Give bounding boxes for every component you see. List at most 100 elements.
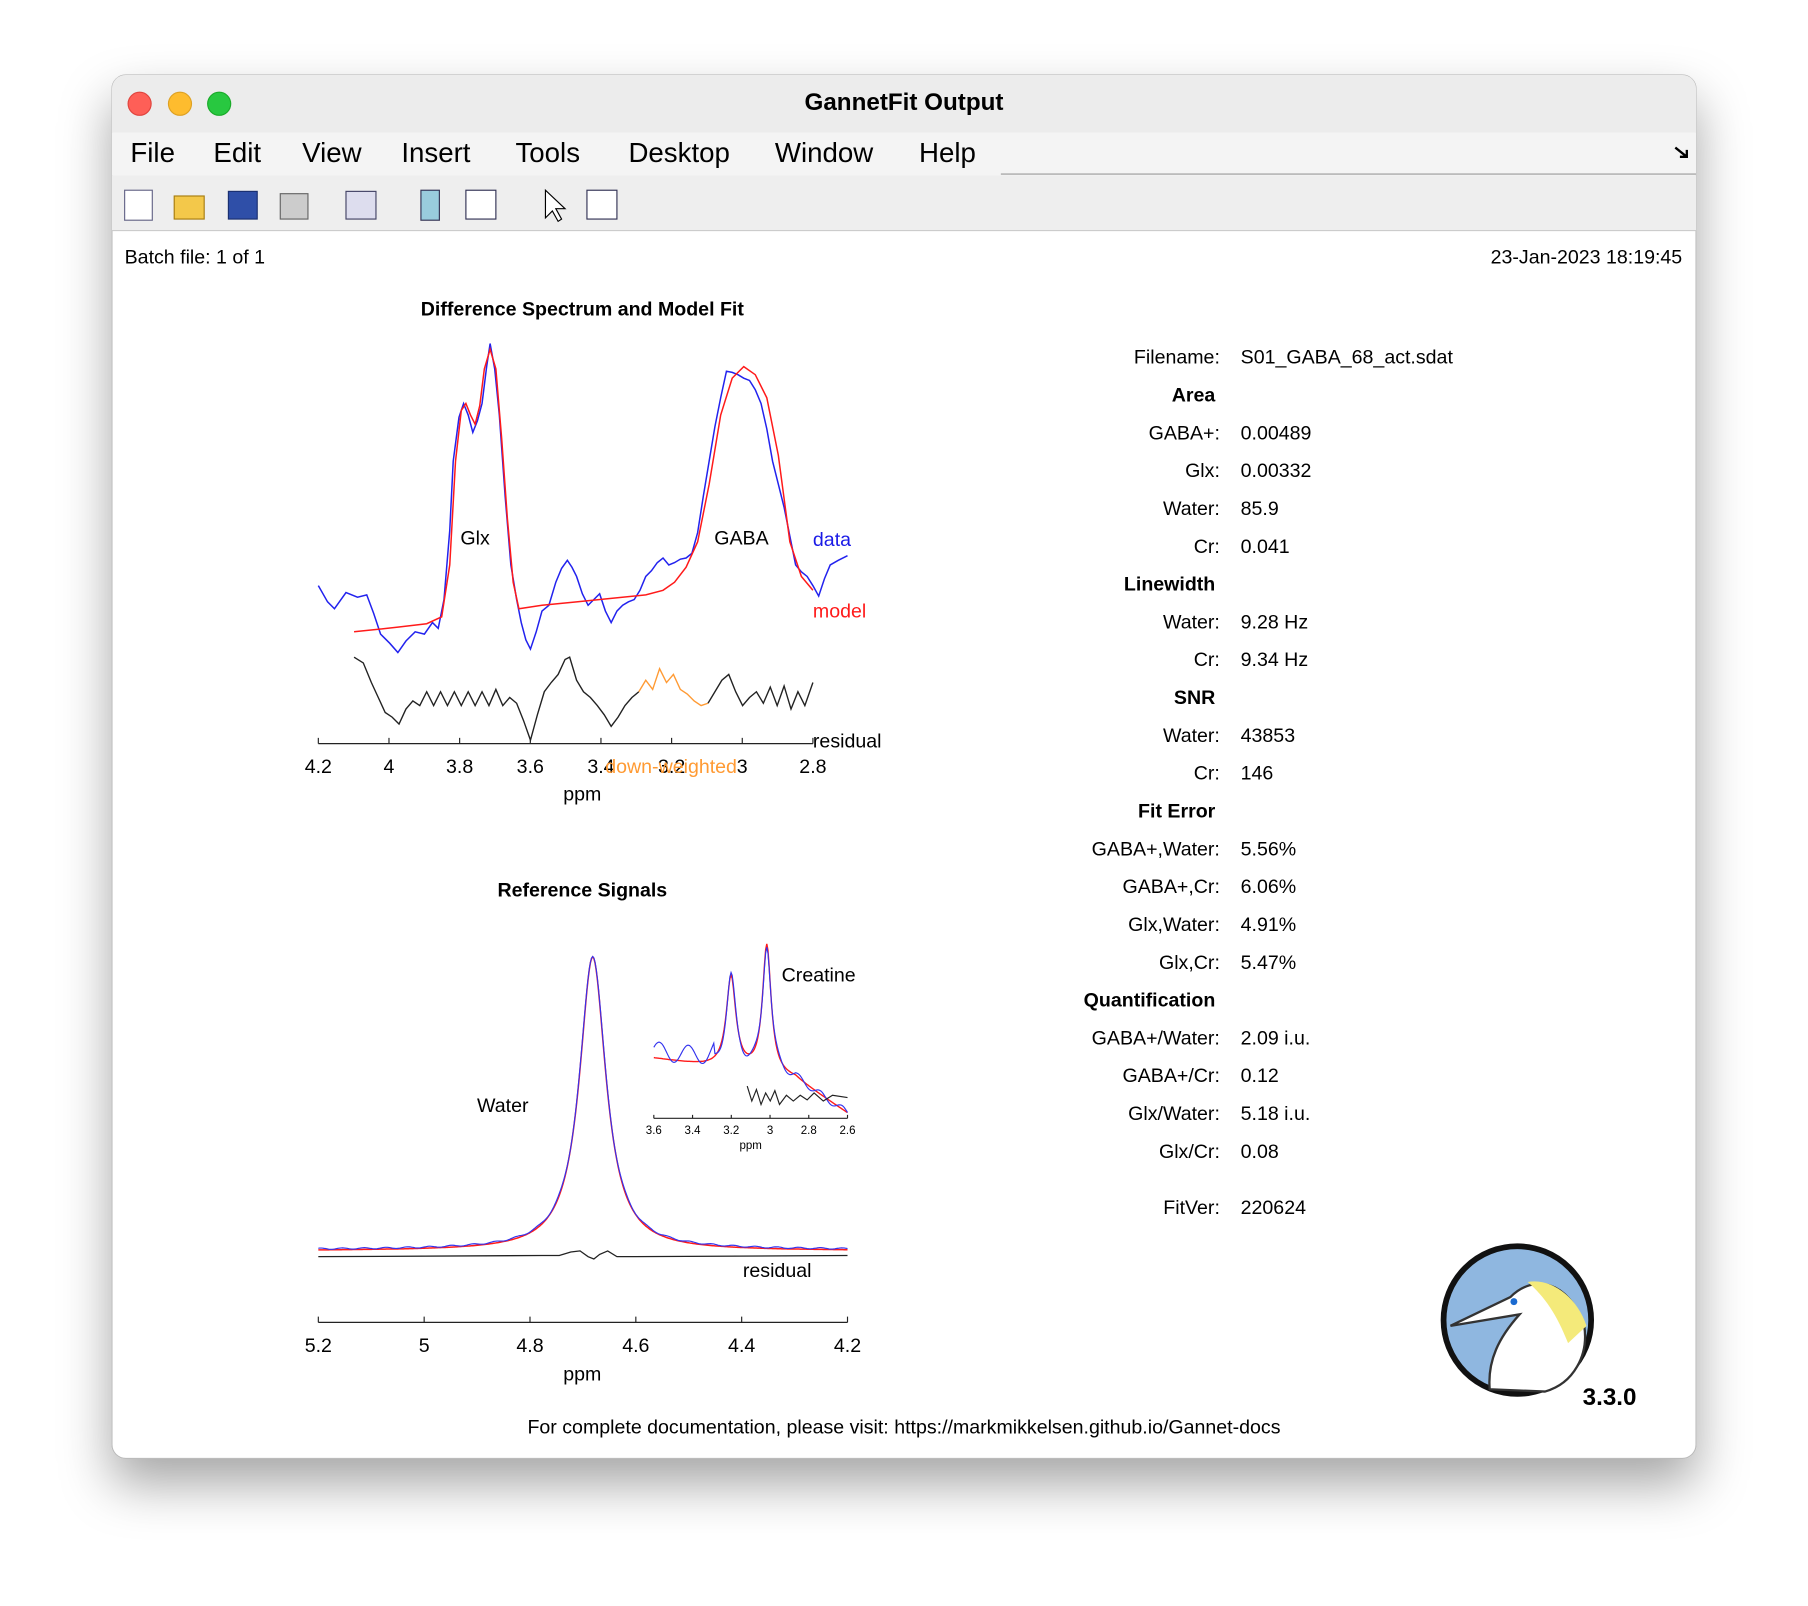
- print-icon[interactable]: [279, 193, 309, 220]
- new-icon[interactable]: [124, 189, 153, 221]
- menu: File Edit View Insert Tools Desktop Window Help: [130, 137, 975, 168]
- plot-title: Difference Spectrum and Model Fit: [421, 298, 745, 320]
- result-label: Water:: [1163, 725, 1220, 747]
- x-tick-label: 3.6: [646, 1125, 662, 1137]
- model-curve: [353, 346, 814, 633]
- menu-item[interactable]: Edit: [213, 137, 261, 168]
- result-value: 0.041: [1241, 536, 1290, 558]
- x-axis-label: ppm: [739, 1140, 761, 1152]
- result-value: 5.56%: [1241, 838, 1297, 860]
- x-tick-label: 3: [767, 1125, 773, 1137]
- result-label: Glx/Cr:: [1159, 1141, 1220, 1163]
- section-heading: Quantification: [1084, 990, 1216, 1012]
- x-tick-label: 4.8: [516, 1335, 543, 1357]
- property-icon[interactable]: [586, 189, 618, 220]
- minimize-button[interactable]: [167, 91, 193, 116]
- creatine-label: Creatine: [782, 965, 856, 987]
- result-value: 2.09 i.u.: [1241, 1027, 1311, 1049]
- x-ticks: 4.2 4 3.8 3.6 3.4 3.2 3 2.8: [305, 737, 827, 778]
- version: 3.3.0: [1583, 1384, 1637, 1411]
- close-button[interactable]: [127, 91, 152, 116]
- peak-label: GABA: [714, 528, 769, 550]
- section-heading: Linewidth: [1124, 574, 1215, 596]
- toolbar-icons: [124, 188, 618, 223]
- legend-down-weighted: down-weighted: [605, 756, 737, 778]
- x-tick-label: 3.2: [723, 1125, 739, 1137]
- residual-label: residual: [743, 1260, 812, 1282]
- x-tick-label: 5.2: [305, 1335, 332, 1357]
- x-tick-label: 2.8: [801, 1125, 817, 1137]
- window: [111, 74, 1697, 1460]
- menu-item[interactable]: Help: [919, 137, 976, 168]
- x-axis-label: ppm: [563, 1364, 601, 1386]
- result-label: Cr:: [1194, 763, 1220, 785]
- x-tick-label: 5: [419, 1335, 430, 1357]
- result-label: GABA+/Water:: [1092, 1027, 1220, 1049]
- result-label: Glx:: [1185, 460, 1220, 482]
- menu-item[interactable]: View: [302, 137, 362, 168]
- section-heading: SNR: [1174, 687, 1215, 709]
- result-label: GABA+,Water:: [1092, 838, 1220, 860]
- result-value: 0.12: [1241, 1065, 1279, 1087]
- menu-item[interactable]: Desktop: [628, 137, 729, 168]
- colorbar-icon[interactable]: [420, 189, 440, 221]
- menu-item[interactable]: Insert: [401, 137, 470, 168]
- x-tick-label: 2.8: [799, 756, 826, 778]
- result-label: GABA+:: [1149, 422, 1220, 444]
- print-preview-icon[interactable]: [345, 190, 377, 220]
- x-tick-label: 4.4: [728, 1335, 755, 1357]
- x-tick-label: 4: [384, 756, 395, 778]
- result-label: Cr:: [1194, 649, 1220, 671]
- title-bar: [111, 74, 1697, 133]
- menu-item[interactable]: Tools: [515, 137, 580, 168]
- x-ticks: 3.6 3.4 3.2 3 2.8 2.6: [646, 1114, 856, 1137]
- result-value: 4.91%: [1241, 914, 1297, 936]
- water-residual-curve: [318, 1250, 848, 1260]
- x-tick-label: 3.2: [658, 756, 685, 778]
- result-value: 9.34 Hz: [1241, 649, 1308, 671]
- pointer-icon[interactable]: [544, 188, 567, 223]
- result-value: 0.00332: [1241, 460, 1312, 482]
- legend-icon[interactable]: [465, 189, 497, 220]
- creatine-residual-curve: [746, 1085, 848, 1107]
- x-tick-label: 3.4: [685, 1125, 702, 1137]
- legend-residual: residual: [813, 731, 882, 753]
- result-label: GABA+,Cr:: [1123, 876, 1220, 898]
- water-label: Water: [477, 1095, 529, 1117]
- result-value: 0.00489: [1241, 422, 1312, 444]
- residual-curve: [353, 656, 640, 743]
- gannet-logo: [1440, 1243, 1595, 1397]
- footer: For complete documentation, please visit…: [527, 1417, 1280, 1439]
- result-value: 146: [1241, 763, 1274, 785]
- date-label: 23-Jan-2023 18:19:45: [1491, 246, 1683, 268]
- result-value: 6.06%: [1241, 876, 1297, 898]
- results-panel: Filename: S01_GABA_68_act.sdat Area GABA+: 0…: [1084, 347, 1454, 1219]
- x-tick-label: 3.6: [517, 756, 544, 778]
- result-value: 5.47%: [1241, 952, 1297, 974]
- peak-label: Glx: [460, 528, 490, 550]
- down-weighted-curve: [638, 666, 709, 707]
- menu-bar: [111, 132, 1697, 176]
- result-label: Glx/Water:: [1128, 1103, 1220, 1125]
- x-tick-label: 4.6: [622, 1335, 649, 1357]
- menu-overflow[interactable]: [1674, 146, 1688, 158]
- open-icon[interactable]: [173, 195, 205, 220]
- residual-curve: [707, 673, 814, 712]
- zoom-button[interactable]: [207, 91, 232, 116]
- result-value: S01_GABA_68_act.sdat: [1241, 347, 1454, 369]
- x-tick-label: 3.8: [446, 756, 473, 778]
- data-curve: [317, 343, 848, 654]
- menu-item[interactable]: Window: [775, 137, 874, 168]
- result-label: Water:: [1163, 498, 1220, 520]
- x-ticks: 5.2 5 4.8 4.6 4.4 4.2: [305, 1316, 861, 1357]
- result-value: 0.08: [1241, 1141, 1279, 1163]
- x-tick-label: 2.6: [839, 1125, 855, 1137]
- result-label: Filename:: [1134, 347, 1220, 369]
- save-icon[interactable]: [227, 190, 258, 220]
- logo-eye: [1510, 1298, 1518, 1306]
- x-tick-label: 3.4: [587, 756, 614, 778]
- menu-item[interactable]: File: [130, 137, 175, 168]
- result-label: FitVer:: [1163, 1197, 1220, 1219]
